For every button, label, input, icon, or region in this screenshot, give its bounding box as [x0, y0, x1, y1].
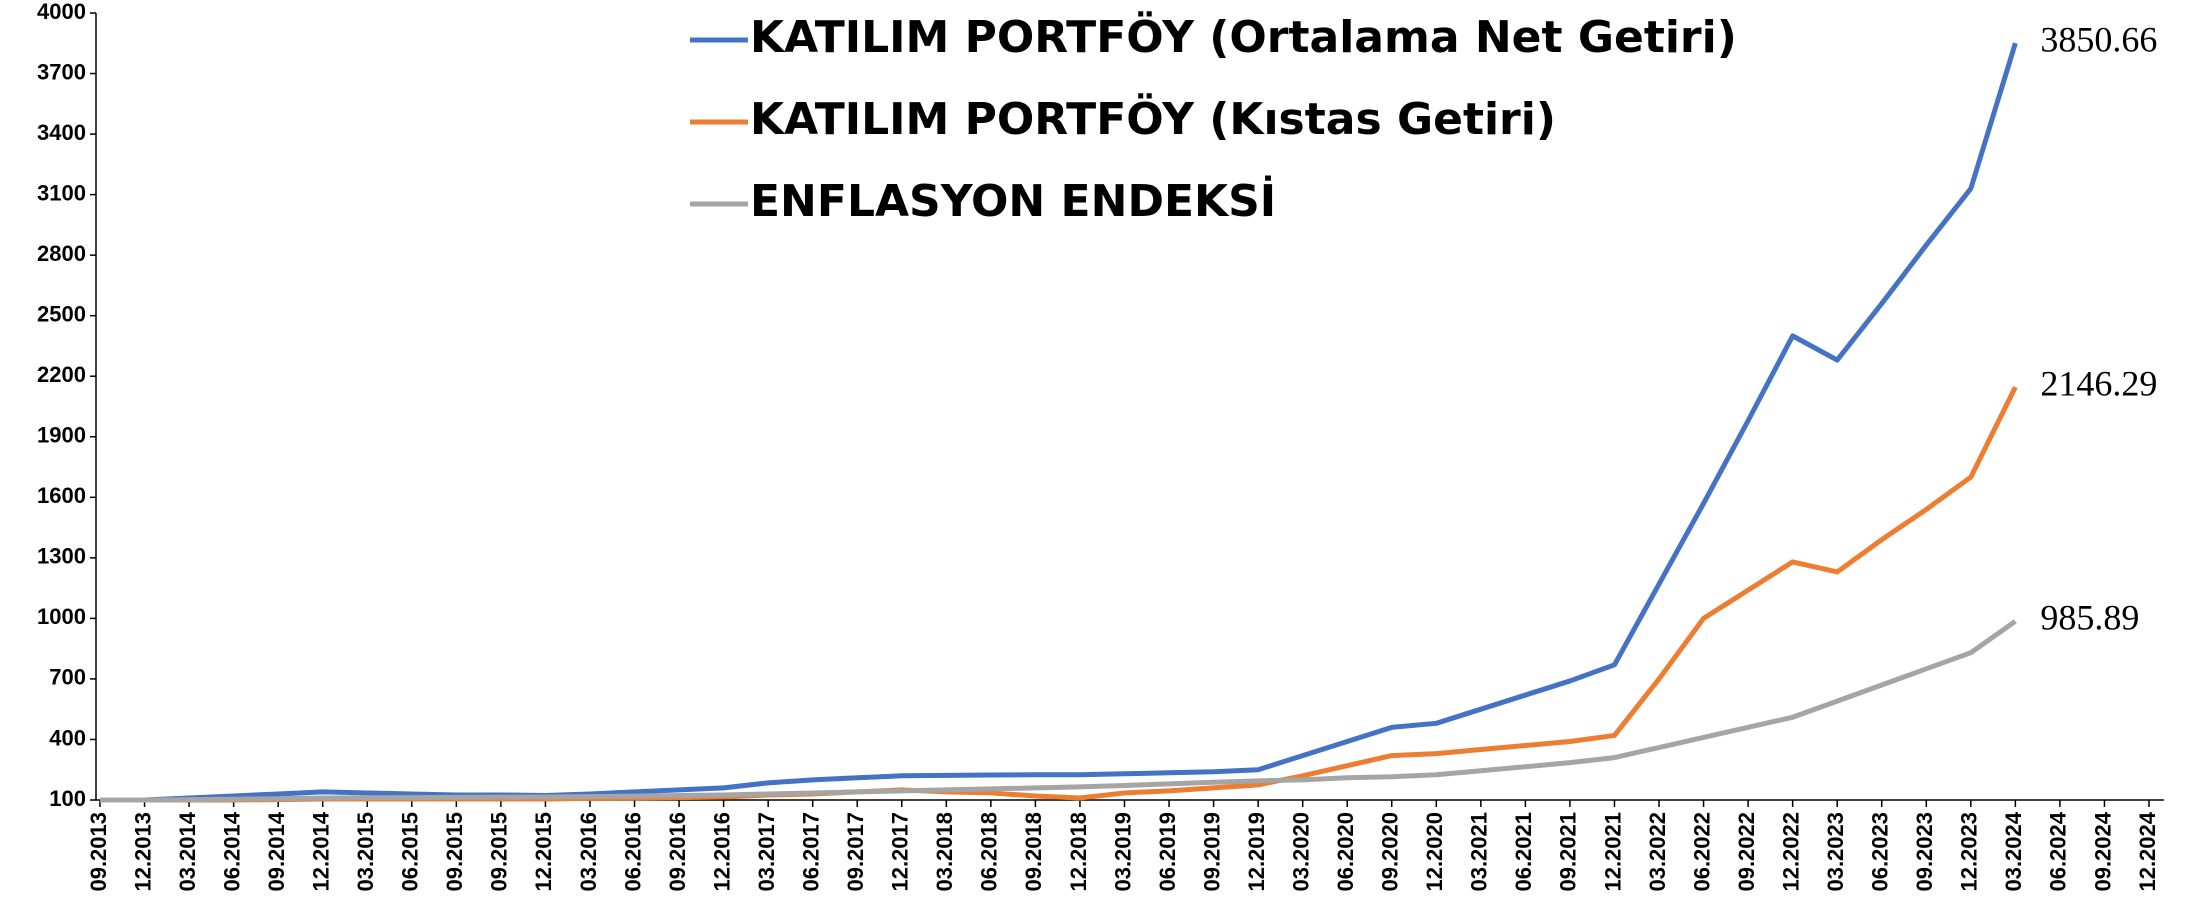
x-tick-label: 12.2017: [888, 812, 913, 892]
x-tick-label: 06.2017: [799, 812, 824, 892]
x-tick-label: 09.2020: [1378, 812, 1403, 892]
x-tick-label: 12.2015: [531, 812, 556, 892]
y-tick-label: 4000: [37, 0, 86, 24]
y-tick-label: 700: [49, 665, 86, 690]
x-tick-label: 06.2021: [1511, 812, 1536, 892]
legend-label: ENFLASYON ENDEKSİ: [750, 174, 1276, 227]
series-line: [100, 619, 2017, 803]
x-tick-label: 03.2014: [175, 811, 200, 891]
x-tick-label: 12.2020: [1422, 812, 1447, 892]
x-tick-label: 06.2018: [977, 812, 1002, 892]
x-tick-label: 12.2018: [1066, 812, 1091, 892]
end-label: 2146.29: [2040, 363, 2157, 403]
x-tick-label: 12.2023: [1957, 812, 1982, 892]
x-tick-label: 03.2021: [1467, 812, 1492, 892]
x-tick-label: 09.2021: [1556, 812, 1581, 892]
y-tick-label: 1600: [37, 483, 86, 508]
x-tick-label: 09.2015: [442, 812, 467, 892]
x-tick-label: 09.2023: [1912, 812, 1937, 892]
x-tick-label: 03.2016: [576, 812, 601, 892]
x-tick-label: 09.2018: [1021, 812, 1046, 892]
x-tick-label: 12.2024: [2135, 811, 2160, 891]
y-tick-label: 1300: [37, 544, 86, 569]
y-tick-label: 400: [49, 725, 86, 750]
x-tick-label: 03.2020: [1288, 812, 1313, 892]
x-tick-label: 12.2019: [1244, 812, 1269, 892]
x-tick-label: 03.2017: [754, 812, 779, 892]
y-tick-label: 3400: [37, 120, 86, 145]
x-tick-label: 03.2015: [353, 812, 378, 892]
y-tick-label: 1000: [37, 604, 86, 629]
x-tick-label: 06.2014: [219, 811, 244, 891]
end-label: 985.89: [2040, 597, 2139, 637]
x-tick-label: 09.2015: [487, 812, 512, 892]
x-tick-label: 09.2017: [843, 812, 868, 892]
x-tick-label: 09.2013: [86, 812, 111, 892]
series-line: [100, 42, 2018, 803]
x-tick-label: 03.2024: [2001, 811, 2026, 891]
x-tick-label: 03.2018: [932, 812, 957, 892]
x-tick-label: 03.2022: [1645, 812, 1670, 892]
x-tick-label: 12.2022: [1778, 812, 1803, 892]
x-tick-label: 12.2013: [130, 812, 155, 892]
x-tick-label: 09.2016: [665, 812, 690, 892]
x-tick-label: 06.2024: [2046, 811, 2071, 891]
x-tick-label: 12.2021: [1600, 812, 1625, 892]
y-tick-label: 3700: [37, 59, 86, 84]
x-tick-label: 03.2023: [1823, 812, 1848, 892]
legend-label: KATILIM PORTFÖY (Ortalama Net Getiri): [750, 10, 1737, 63]
x-tick-label: 06.2020: [1333, 812, 1358, 892]
x-tick-label: 06.2016: [620, 812, 645, 892]
y-tick-label: 1900: [37, 423, 86, 448]
end-label: 3850.66: [2040, 19, 2157, 59]
x-tick-label: 03.2019: [1110, 812, 1135, 892]
y-tick-label: 2200: [37, 362, 86, 387]
legend-label: KATILIM PORTFÖY (Kıstas Getiri): [750, 92, 1556, 145]
x-tick-label: 12.2016: [709, 812, 734, 892]
y-tick-label: 2800: [37, 241, 86, 266]
x-tick-label: 09.2019: [1199, 812, 1224, 892]
y-tick-label: 100: [49, 786, 86, 811]
x-tick-label: 06.2015: [398, 812, 423, 892]
y-tick-label: 3100: [37, 180, 86, 205]
x-tick-label: 06.2022: [1689, 812, 1714, 892]
series-line: [100, 385, 2018, 803]
x-tick-label: 09.2014: [264, 811, 289, 891]
y-tick-label: 2500: [37, 302, 86, 327]
x-tick-label: 06.2019: [1155, 812, 1180, 892]
x-tick-label: 12.2014: [309, 811, 334, 891]
x-tick-label: 06.2023: [1868, 812, 1893, 892]
x-tick-label: 09.2022: [1734, 812, 1759, 892]
x-tick-label: 09.2024: [2090, 811, 2115, 891]
